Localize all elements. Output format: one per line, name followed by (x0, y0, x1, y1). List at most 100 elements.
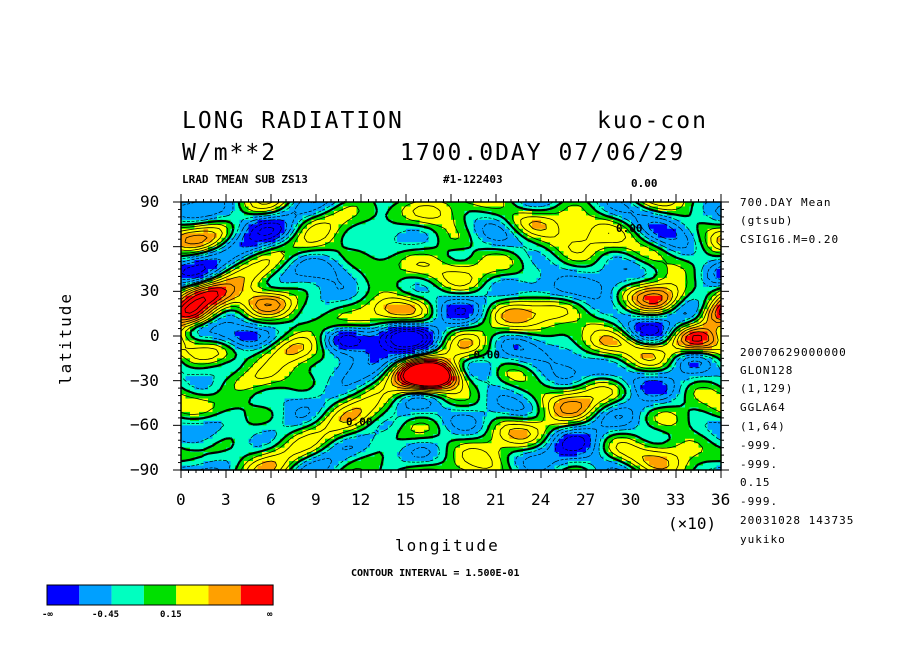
field-cell (356, 219, 362, 225)
field-cell (401, 277, 407, 283)
field-cell (230, 304, 236, 310)
field-cell (194, 215, 200, 221)
field-cell (329, 313, 335, 319)
field-cell (505, 246, 511, 252)
field-cell (694, 371, 700, 377)
field-cell (433, 206, 439, 212)
field-cell (433, 264, 439, 270)
field-cell (415, 295, 421, 301)
field-cell (716, 291, 722, 297)
field-cell (523, 269, 529, 275)
field-cell (685, 251, 691, 257)
field-cell (491, 322, 497, 328)
field-cell (244, 318, 250, 324)
field-cell (658, 353, 664, 359)
field-cell (689, 282, 695, 288)
field-cell (667, 340, 673, 346)
field-cell (293, 367, 299, 373)
field-cell (563, 376, 569, 382)
field-cell (433, 233, 439, 239)
field-cell (235, 273, 241, 279)
field-cell (635, 327, 641, 333)
field-cell (532, 367, 538, 373)
field-cell (185, 251, 191, 257)
field-cell (401, 237, 407, 243)
field-cell (554, 291, 560, 297)
field-cell (478, 318, 484, 324)
field-cell (334, 367, 340, 373)
field-cell (289, 233, 295, 239)
field-cell (649, 304, 655, 310)
field-cell (325, 367, 331, 373)
field-cell (590, 358, 596, 364)
field-cell (302, 206, 308, 212)
field-cell (329, 380, 335, 386)
field-cell (568, 210, 574, 216)
field-cell (550, 353, 556, 359)
field-cell (352, 331, 358, 337)
field-cell (631, 273, 637, 279)
field-cell (559, 358, 565, 364)
field-cell (649, 349, 655, 355)
field-cell (181, 224, 187, 230)
field-cell (595, 206, 601, 212)
field-cell (658, 349, 664, 355)
field-cell (505, 331, 511, 337)
field-cell (311, 340, 317, 346)
field-cell (505, 282, 511, 288)
field-cell (424, 291, 430, 297)
field-cell (577, 367, 583, 373)
field-cell (536, 206, 542, 212)
field-cell (361, 344, 367, 350)
field-cell (482, 260, 488, 266)
field-cell (559, 353, 565, 359)
field-cell (379, 202, 385, 208)
field-cell (280, 376, 286, 382)
field-cell (379, 291, 385, 297)
field-cell (451, 264, 457, 270)
field-cell (554, 358, 560, 364)
field-cell (667, 237, 673, 243)
field-cell (523, 353, 529, 359)
field-cell (455, 353, 461, 359)
field-cell (446, 260, 452, 266)
field-cell (707, 318, 713, 324)
field-cell (203, 237, 209, 243)
field-cell (550, 358, 556, 364)
field-cell (541, 219, 547, 225)
field-cell (379, 380, 385, 386)
field-cell (541, 233, 547, 239)
field-cell (428, 202, 434, 208)
field-cell (487, 233, 493, 239)
field-cell (496, 362, 502, 368)
field-cell (536, 336, 542, 342)
field-cell (563, 224, 569, 230)
field-cell (190, 367, 196, 373)
field-cell (361, 260, 367, 266)
field-cell (208, 264, 214, 270)
field-cell (509, 380, 515, 386)
field-cell (208, 237, 214, 243)
field-cell (271, 367, 277, 373)
field-cell (334, 358, 340, 364)
field-cell (478, 327, 484, 333)
field-cell (181, 246, 187, 252)
field-cell (338, 358, 344, 364)
field-cell (208, 331, 214, 337)
field-cell (419, 313, 425, 319)
field-cell (365, 264, 371, 270)
field-cell (662, 309, 668, 315)
field-cell (239, 291, 245, 297)
field-cell (442, 269, 448, 275)
field-cell (622, 340, 628, 346)
field-cell (352, 336, 358, 342)
field-cell (320, 233, 326, 239)
field-cell (667, 273, 673, 279)
field-cell (419, 331, 425, 337)
field-cell (257, 286, 263, 292)
field-cell (640, 313, 646, 319)
field-cell (325, 286, 331, 292)
field-cell (604, 327, 610, 333)
field-cell (514, 237, 520, 243)
field-cell (374, 340, 380, 346)
